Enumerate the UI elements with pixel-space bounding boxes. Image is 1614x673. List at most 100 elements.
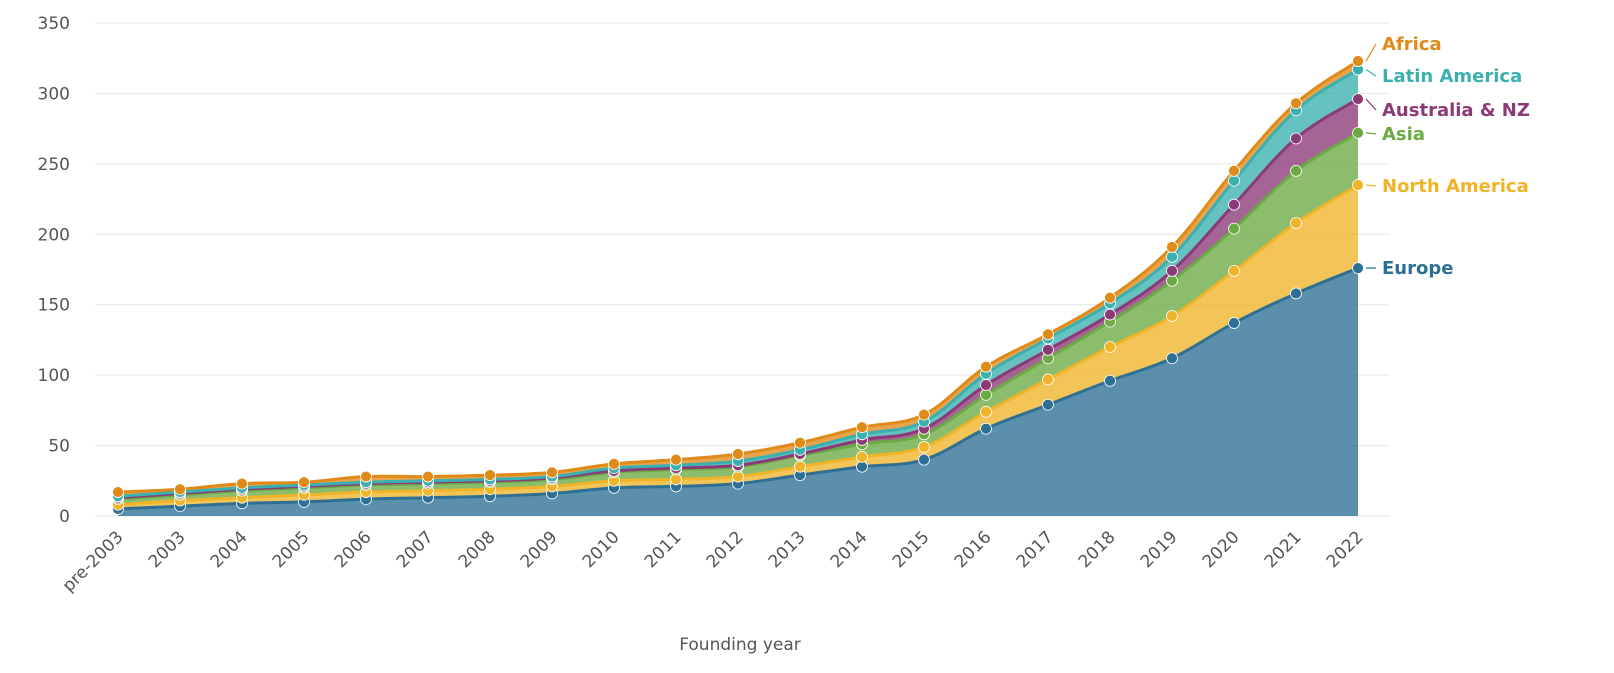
- point-asia: [1290, 164, 1302, 177]
- series-label-europe: Europe: [1382, 258, 1453, 279]
- label-connector-north-america: [1365, 184, 1377, 187]
- x-axis-title: Founding year: [679, 635, 801, 655]
- point-africa: [670, 453, 682, 466]
- point-africa: [794, 436, 806, 449]
- point-africa: [1352, 55, 1364, 67]
- point-africa: [360, 470, 372, 483]
- point-africa: [856, 421, 868, 434]
- x-tick-label: 2013: [765, 527, 810, 572]
- point-europe: [1042, 398, 1054, 411]
- x-tick-label: 2015: [889, 527, 934, 572]
- point-africa: [112, 486, 124, 498]
- point-africa: [608, 457, 620, 470]
- point-australia-nz: [1228, 198, 1240, 211]
- y-tick-label: 200: [38, 225, 70, 245]
- x-tick-label: 2019: [1137, 527, 1182, 572]
- y-tick-label: 150: [38, 296, 70, 316]
- x-tick-label: 2005: [269, 527, 314, 572]
- point-australia-nz: [1042, 343, 1054, 356]
- series-labels: Europe North America Asia Australia & NZ Lat…: [1365, 34, 1530, 279]
- x-axis-ticks: pre-2003 2003 2004 2005 2006 2007 2008 2009 2010…: [59, 527, 1368, 596]
- point-australia-nz: [980, 379, 992, 391]
- point-north-america: [1166, 310, 1178, 322]
- y-axis-ticks: 0 50 100 150 200 250 300 350: [38, 14, 70, 527]
- series-points: [112, 55, 1364, 515]
- y-tick-label: 50: [48, 437, 70, 457]
- point-africa: [546, 466, 558, 479]
- point-latin-america: [1166, 250, 1178, 263]
- x-tick-label: 2022: [1323, 527, 1368, 572]
- point-africa: [1042, 328, 1054, 341]
- point-north-america: [1290, 217, 1302, 229]
- x-tick-label: 2016: [951, 527, 996, 572]
- point-australia-nz: [1104, 308, 1116, 321]
- x-tick-label: pre-2003: [59, 527, 128, 596]
- point-north-america: [980, 405, 992, 418]
- label-connector-asia: [1365, 132, 1377, 135]
- label-connector-australia-nz: [1365, 98, 1377, 111]
- area-europe: [118, 268, 1358, 516]
- point-asia: [1352, 126, 1364, 139]
- point-europe: [980, 422, 992, 435]
- series-label-australia-nz: Australia & NZ: [1382, 100, 1530, 121]
- point-europe: [1104, 374, 1116, 387]
- x-tick-label: 2003: [145, 527, 190, 572]
- x-tick-label: 2017: [1013, 527, 1058, 572]
- point-north-america: [1228, 265, 1240, 277]
- y-tick-label: 250: [38, 155, 70, 175]
- point-asia: [1166, 274, 1178, 287]
- point-africa: [236, 477, 248, 490]
- x-tick-label: 2004: [207, 527, 252, 572]
- y-tick-label: 300: [38, 84, 70, 104]
- y-tick-label: 100: [38, 366, 70, 386]
- x-tick-label: 2006: [331, 527, 376, 572]
- series-label-latin-america: Latin America: [1382, 66, 1522, 87]
- point-africa: [1166, 241, 1178, 253]
- point-europe: [918, 453, 930, 466]
- point-north-america: [856, 450, 868, 463]
- x-tick-label: 2007: [393, 527, 438, 572]
- point-africa: [298, 476, 310, 489]
- x-tick-label: 2018: [1075, 527, 1120, 572]
- point-north-america: [918, 441, 930, 453]
- x-tick-label: 2021: [1261, 527, 1306, 572]
- area-fills: [118, 61, 1358, 516]
- point-north-america: [1104, 341, 1116, 353]
- point-africa: [174, 483, 186, 496]
- series-label-asia: Asia: [1382, 124, 1425, 145]
- point-africa: [918, 408, 930, 421]
- point-europe: [856, 460, 868, 473]
- label-connector-latin-america: [1365, 68, 1377, 77]
- x-tick-label: 2012: [703, 527, 748, 572]
- point-africa: [732, 448, 744, 460]
- point-australia-nz: [1290, 132, 1302, 145]
- y-tick-label: 350: [38, 14, 70, 34]
- y-tick-label: 0: [59, 507, 70, 527]
- point-north-america: [1352, 179, 1364, 191]
- point-africa: [980, 360, 992, 373]
- point-africa: [1290, 97, 1302, 110]
- point-africa: [422, 470, 434, 483]
- point-europe: [1352, 262, 1364, 274]
- point-north-america: [670, 473, 682, 486]
- point-australia-nz: [1166, 265, 1178, 277]
- x-tick-label: 2014: [827, 527, 872, 572]
- x-tick-label: 2011: [641, 527, 686, 572]
- point-europe: [1228, 317, 1240, 329]
- x-tick-label: 2009: [517, 527, 562, 572]
- x-tick-label: 2020: [1199, 527, 1244, 572]
- point-africa: [1228, 164, 1240, 177]
- label-connector-africa: [1365, 43, 1377, 62]
- x-tick-label: 2010: [579, 527, 624, 572]
- point-asia: [980, 388, 992, 401]
- point-north-america: [1042, 373, 1054, 386]
- series-label-north-america: North America: [1382, 176, 1529, 197]
- point-latin-america: [1228, 174, 1240, 187]
- point-europe: [1166, 352, 1178, 365]
- point-europe: [1290, 287, 1302, 300]
- point-australia-nz: [1352, 93, 1364, 105]
- series-label-africa: Africa: [1382, 34, 1442, 55]
- point-north-america: [794, 460, 806, 473]
